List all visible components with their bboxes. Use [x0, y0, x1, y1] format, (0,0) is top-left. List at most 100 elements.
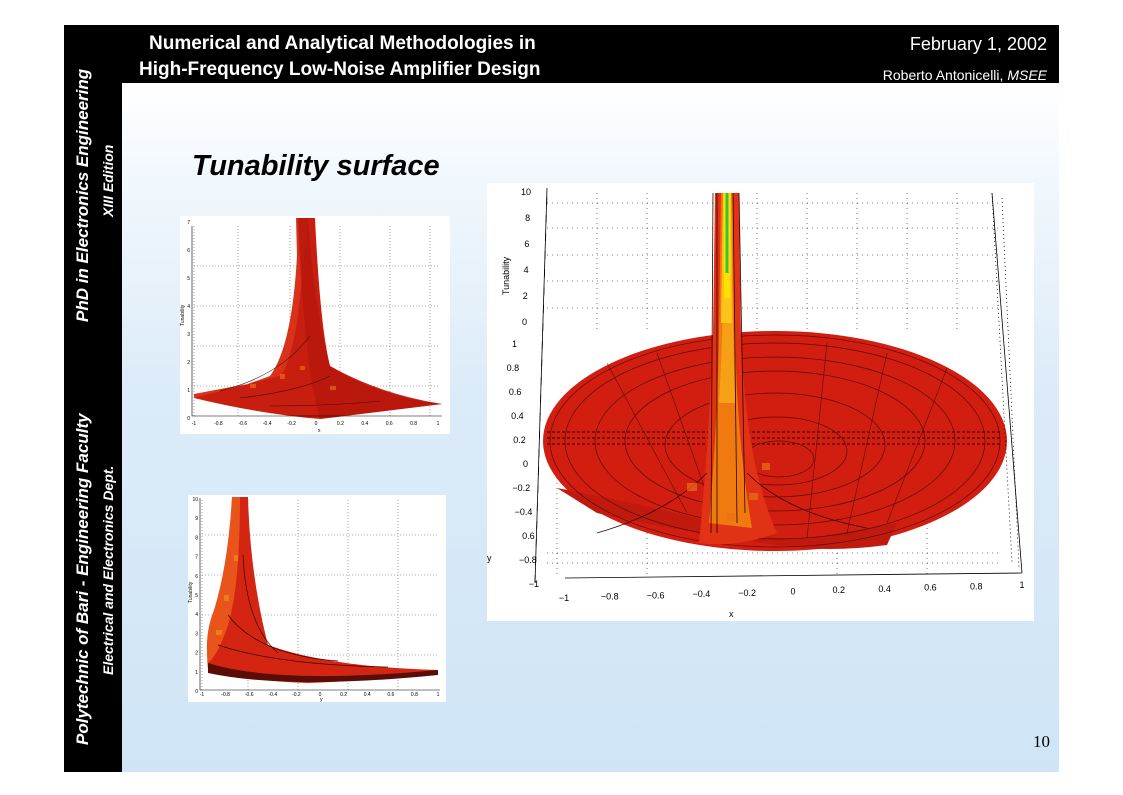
plot-a-z-tick-1: 6 — [187, 248, 190, 254]
plot-b-x-tick-7: 0.4 — [364, 692, 371, 698]
plot-b-z-tick-0: 10 — [192, 497, 198, 503]
plot-b-z-tick-6: 4 — [195, 612, 198, 618]
slide: Polytechnic of Bari - Engineering Facult… — [64, 25, 1059, 772]
main-x-tick-9: 0.8 — [970, 581, 983, 591]
plot-a-x-tick-2: -0.6 — [238, 421, 247, 427]
plot-a-x-tick-4: -0.2 — [287, 421, 296, 427]
sidebar-program: PhD in Electronics Engineering — [73, 68, 92, 322]
plot-a-x-tick-10: 1 — [437, 421, 440, 427]
page-number: 10 — [1033, 732, 1050, 751]
surface-plot-x-svg: 7 6 5 4 3 2 1 0 -1 -0.8 -0.6 -0.4 -0.2 0 0.2 0.4 0.6 0.8… — [180, 218, 442, 434]
plot-a-z-tick-3: 4 — [187, 304, 190, 310]
plot-b-x-tick-3: -0.4 — [268, 692, 277, 698]
plot-b-x-tick-4: -0.2 — [292, 692, 301, 698]
main-y-tick-1: 0.8 — [507, 363, 520, 373]
main-z-tick-5: 0 — [522, 317, 527, 327]
main-y-tick-6: −0.2 — [512, 483, 530, 493]
sidebar-faculty-text: Polytechnic of Bari - Engineering Facult… — [73, 413, 92, 745]
plot-b-z-tick-2: 8 — [195, 535, 198, 541]
plot-b-x-tick-9: 0.8 — [411, 692, 418, 698]
main-y-ticks: 1 0.8 0.6 0.4 0.2 0 −0.2 −0.4 0.6 −0.8 −1 — [507, 339, 539, 589]
author-line: Roberto Antonicelli, MSEE — [883, 67, 1047, 83]
main-x-tick-4: −0.2 — [738, 588, 756, 598]
sidebar-institution: Polytechnic of Bari - Engineering Facult… — [73, 390, 93, 745]
slide-content: Tunability surface — [122, 83, 1059, 772]
sidebar: Polytechnic of Bari - Engineering Facult… — [64, 25, 122, 772]
plot-b-z-tick-5: 5 — [195, 593, 198, 599]
plot-a-z-tick-7: 0 — [187, 416, 190, 422]
main-x-tick-0: −1 — [559, 593, 569, 603]
plot-a-xlabel: x — [318, 428, 321, 434]
main-x-tick-8: 0.6 — [924, 583, 937, 593]
main-y-tick-2: 0.6 — [509, 387, 522, 397]
main-xlabel: x — [729, 609, 734, 619]
surface-plot-x-view: 7 6 5 4 3 2 1 0 -1 -0.8 -0.6 -0.4 -0.2 0 0.2 0.4 0.6 0.8… — [180, 216, 450, 434]
sidebar-department: Electrical and Electronics Dept. — [100, 465, 116, 675]
main-x-tick-10: 1 — [1019, 580, 1024, 590]
main-x-tick-2: −0.6 — [647, 590, 665, 600]
plot-b-z-tick-3: 7 — [195, 555, 198, 561]
plot-a-z-tick-0: 7 — [187, 220, 190, 226]
presentation-date: February 1, 2002 — [909, 34, 1047, 54]
main-y-tick-8: 0.6 — [522, 531, 535, 541]
author-degree: MSEE — [1007, 67, 1047, 83]
main-zlabel: Tunability — [501, 256, 511, 295]
plot-b-x-tick-6: 0.2 — [340, 692, 347, 698]
plot-b-x-tick-0: -1 — [200, 692, 205, 698]
main-ylabel: y — [487, 553, 492, 563]
plot-a-x-tick-9: 0.8 — [410, 421, 417, 427]
plot-a-x-tick-7: 0.4 — [361, 421, 368, 427]
plot-a-x-tick-1: -0.8 — [214, 421, 223, 427]
author-name: Roberto Antonicelli, — [882, 67, 1004, 83]
tunability-surface-plot: 10 8 6 4 2 0 1 0.8 0.6 0.4 0.2 0 −0.2 −0.4 0.6 −0.8 −1 … — [487, 183, 1034, 621]
main-x-tick-1: −0.8 — [601, 592, 619, 602]
plot-b-x-ticks: -1 -0.8 -0.6 -0.4 -0.2 0 0.2 0.4 0.6 0.8 1 — [200, 692, 440, 698]
main-z-tick-1: 8 — [525, 213, 530, 223]
main-z-tick-4: 2 — [523, 291, 528, 301]
main-y-tick-4: 0.2 — [513, 435, 526, 445]
plot-a-x-ticks: -1 -0.8 -0.6 -0.4 -0.2 0 0.2 0.4 0.6 0.8 1 — [192, 421, 440, 427]
plot-b-z-tick-7: 3 — [195, 631, 198, 637]
main-x-tick-3: −0.4 — [693, 589, 711, 599]
plot-b-x-tick-10: 1 — [437, 692, 440, 698]
plot-a-x-tick-6: 0.2 — [337, 421, 344, 427]
main-z-tick-2: 6 — [524, 239, 529, 249]
plot-b-zlabel: Tunability — [188, 581, 194, 603]
plot-b-x-tick-2: -0.6 — [245, 692, 254, 698]
plot-a-x-tick-5: 0 — [315, 421, 318, 427]
plot-b-xlabel: y — [320, 697, 323, 702]
plot-b-z-tick-8: 2 — [195, 651, 198, 657]
plot-b-x-tick-8: 0.6 — [387, 692, 394, 698]
main-y-tick-3: 0.4 — [511, 411, 524, 421]
surface-plot-y-view: 10 9 8 7 6 5 4 3 2 1 0 -1 -0.8 -0.6 -0.4 -0.2 0 0.2 0.4 0.… — [188, 495, 446, 702]
plot-b-x-tick-5: 0 — [319, 692, 322, 698]
slide-title-line1: Numerical and Analytical Methodologies i… — [149, 33, 536, 54]
sidebar-edition: XIII Edition — [100, 144, 116, 217]
plot-a-zlabel: Tunability — [180, 304, 186, 326]
main-x-ticks: −1 −0.8 −0.6 −0.4 −0.2 0 0.2 0.4 0.6 0.8 1 — [559, 580, 1025, 603]
header-bar: Numerical and Analytical Methodologies i… — [122, 25, 1059, 83]
plot-a-z-tick-2: 5 — [187, 276, 190, 282]
main-z-ticks: 10 8 6 4 2 0 — [521, 187, 531, 327]
main-x-tick-7: 0.4 — [878, 584, 891, 594]
main-y-tick-10: −1 — [529, 579, 539, 589]
main-x-tick-6: 0.2 — [833, 585, 846, 595]
slide-heading: Tunability surface — [192, 150, 440, 182]
slide-title-line2: High-Frequency Low-Noise Amplifier Desig… — [139, 59, 541, 80]
plot-b-z-tick-9: 1 — [195, 670, 198, 676]
main-y-tick-9: −0.8 — [519, 555, 537, 565]
plot-a-x-tick-0: -1 — [192, 421, 197, 427]
plot-a-x-tick-8: 0.6 — [386, 421, 393, 427]
main-z-tick-0: 10 — [521, 187, 531, 197]
main-y-tick-0: 1 — [512, 339, 517, 349]
plot-a-z-tick-4: 3 — [187, 332, 190, 338]
plot-b-z-tick-4: 6 — [195, 574, 198, 580]
plot-a-z-tick-5: 2 — [187, 360, 190, 366]
plot-a-z-ticks: 7 6 5 4 3 2 1 0 — [187, 220, 190, 422]
main-y-tick-5: 0 — [523, 459, 528, 469]
plot-a-z-tick-6: 1 — [187, 388, 190, 394]
plot-b-x-tick-1: -0.8 — [221, 692, 230, 698]
